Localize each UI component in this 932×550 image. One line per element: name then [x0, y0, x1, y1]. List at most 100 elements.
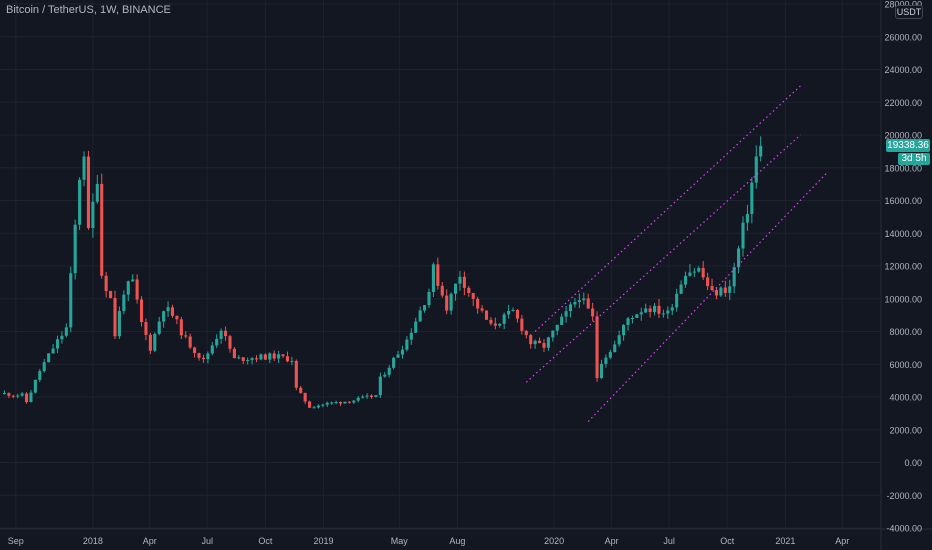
candle-body [458, 276, 462, 284]
time-tick-label: 2019 [313, 536, 333, 546]
candle-body [38, 371, 42, 380]
candle-body [639, 312, 643, 315]
candle-body [653, 305, 657, 312]
candle-body [347, 401, 351, 403]
candle-body [157, 321, 161, 334]
candle-body [529, 335, 533, 345]
candle-body [330, 402, 334, 404]
candle-body [179, 319, 183, 336]
candle-body [316, 405, 320, 408]
candle-body [113, 297, 117, 337]
candle-body [352, 400, 356, 403]
candle-body [745, 214, 749, 223]
candle-body [400, 349, 405, 355]
candle-body [670, 307, 674, 311]
time-axis[interactable]: Sep 2018 Apr Jul Oct 2019 May Aug 2020 Apr Jul Oct 2… [8, 536, 849, 546]
candle-body [312, 407, 316, 409]
price-tick-label: 16000.00 [884, 196, 922, 206]
channel-line[interactable] [587, 172, 828, 422]
candle-body [626, 318, 630, 325]
candle-body [498, 323, 502, 326]
candle-body [560, 316, 564, 325]
candle-body [29, 392, 33, 403]
candle-body [586, 298, 590, 309]
currency-button[interactable]: USDT [895, 5, 923, 19]
candle-body [591, 308, 595, 317]
candle-body [409, 332, 413, 340]
candle-body [215, 338, 219, 346]
candle-body [109, 291, 113, 298]
candle-body [170, 307, 175, 316]
time-tick-label: 2021 [775, 536, 795, 546]
candle-body [237, 357, 241, 359]
candle-body [577, 300, 581, 302]
price-tick-label: -4000.00 [886, 524, 922, 534]
candle-body [595, 316, 599, 379]
candle-body [250, 358, 254, 361]
price-tick-label: 2000.00 [889, 425, 922, 435]
candle-body [679, 284, 683, 294]
candle-body [193, 347, 197, 354]
price-axis[interactable]: 28000.00 26000.00 24000.00 22000.00 20000.00… [884, 0, 922, 534]
time-tick-label: Apr [835, 536, 849, 546]
time-tick-label: Oct [258, 536, 273, 546]
candle-body [73, 224, 77, 274]
price-tick-label: 6000.00 [889, 360, 922, 370]
candle-body [241, 357, 245, 361]
candle-body [272, 353, 276, 359]
candle-body [573, 301, 577, 305]
candle-body [759, 145, 763, 157]
candle-body [476, 298, 480, 309]
candle-body [546, 337, 550, 348]
candle-body [254, 358, 259, 360]
candle-body [661, 313, 665, 315]
candle-body [361, 396, 365, 398]
price-tick-label: 24000.00 [884, 65, 922, 75]
candle-body [467, 287, 471, 294]
candle-body [285, 356, 290, 362]
candle-body [290, 360, 294, 362]
candle-body [7, 393, 11, 396]
candle-body [750, 182, 754, 215]
candle-body [144, 322, 148, 335]
candle-body [299, 387, 303, 393]
time-tick-label: Sep [8, 536, 24, 546]
candle-body [648, 308, 652, 312]
price-tick-label: 18000.00 [884, 163, 922, 173]
candle-body [16, 395, 20, 397]
candle-body [462, 276, 466, 288]
candle-body [471, 293, 475, 299]
candle-body [210, 345, 214, 354]
channel-line[interactable] [525, 134, 801, 383]
candle-body [188, 336, 192, 348]
candle-body [697, 268, 701, 272]
candle-body [622, 324, 626, 336]
candle-body [153, 333, 157, 351]
candle-body [445, 295, 449, 311]
candle-body [378, 376, 382, 396]
price-tick-label: 22000.00 [884, 98, 922, 108]
price-tick-label: 14000.00 [884, 229, 922, 239]
candle-body [418, 310, 422, 322]
candle-body [365, 395, 369, 397]
candle-body [675, 293, 679, 308]
candle-body [104, 275, 108, 292]
candle-body [493, 323, 497, 326]
candle-body [551, 330, 555, 338]
candle-body [706, 277, 710, 287]
trend-channel[interactable] [525, 85, 828, 422]
candle-body [100, 183, 104, 276]
candle-body [91, 201, 95, 228]
candle-body [440, 285, 444, 296]
candle-body [122, 294, 126, 312]
candle-body [135, 279, 139, 300]
price-tick-label: 8000.00 [889, 327, 922, 337]
candle-body [657, 305, 661, 314]
channel-line[interactable] [534, 85, 801, 332]
candle-body [356, 397, 360, 401]
candle-body [683, 275, 688, 285]
candle-body [303, 392, 307, 402]
candle-body [263, 354, 267, 360]
candle-body [162, 311, 166, 322]
